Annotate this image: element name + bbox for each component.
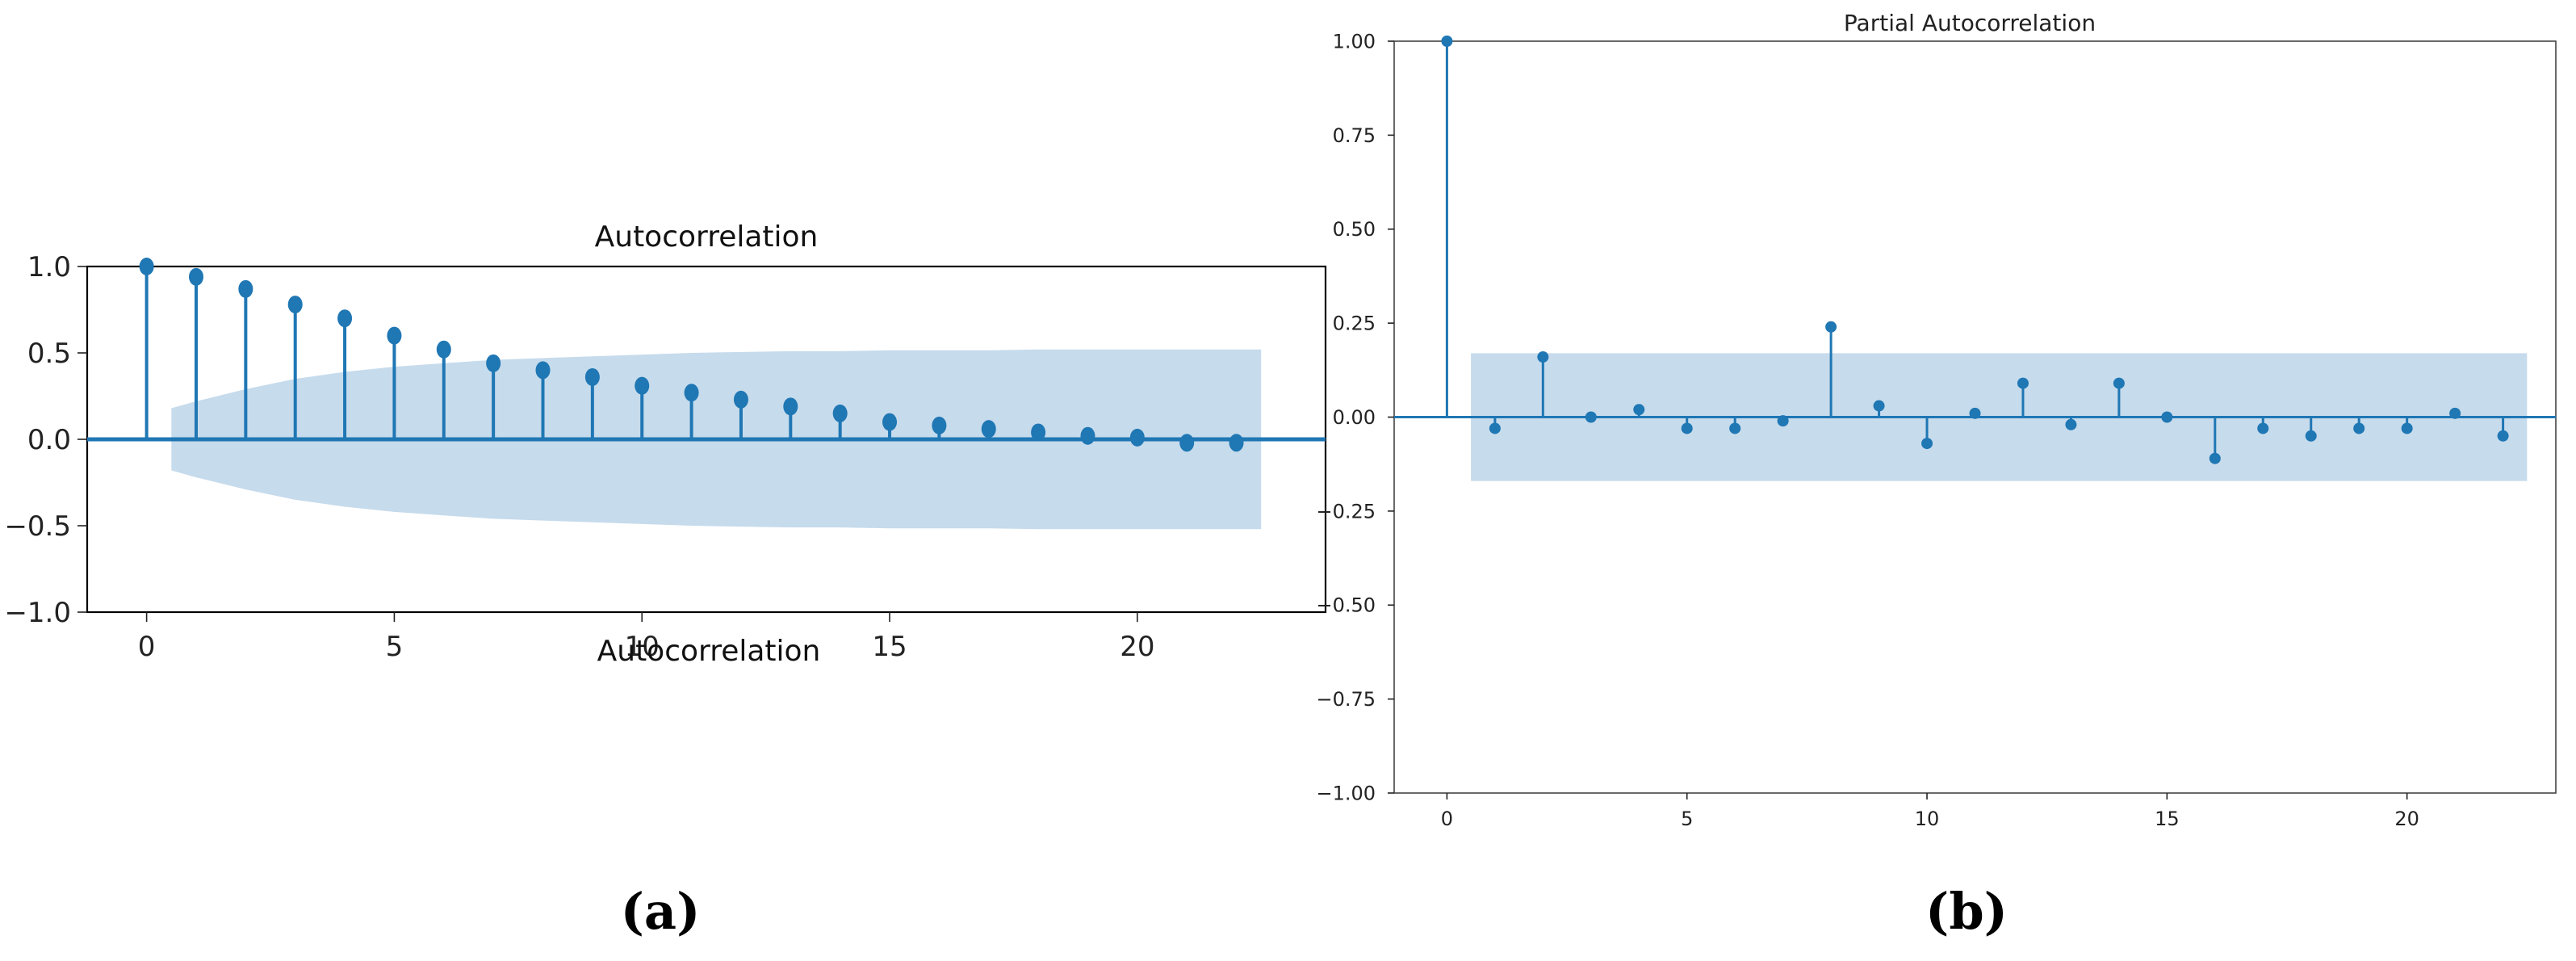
panel-label-a: (a): [621, 882, 701, 941]
stem-marker: [733, 390, 748, 409]
y-tick-label: 0.50: [1333, 218, 1376, 241]
x-tick-label: 5: [386, 631, 404, 663]
acf-overlapping-title: Autocorrelation: [597, 635, 821, 668]
stem-marker: [1129, 428, 1145, 447]
y-tick-label: 0.25: [1333, 313, 1376, 335]
x-tick-label: 5: [1681, 808, 1693, 830]
stem-marker: [1921, 438, 1933, 450]
stem-marker: [1873, 400, 1885, 412]
stem-marker: [2209, 452, 2221, 464]
stem-marker: [1031, 423, 1046, 442]
stem-marker: [2353, 422, 2365, 434]
pacf-title: Partial Autocorrelation: [1844, 10, 2096, 36]
acf-y-axis: −1.0 −0.5 0.0 0.5 1.0: [4, 251, 87, 629]
y-tick-label: −0.75: [1316, 688, 1376, 711]
x-tick-label: 10: [1915, 808, 1940, 830]
stem-marker: [1229, 434, 1244, 452]
stem-marker: [1777, 415, 1789, 427]
stem-marker: [1681, 422, 1693, 434]
pacf-markers: [1441, 36, 2509, 464]
stem-marker: [1969, 407, 1981, 419]
stem-marker: [684, 384, 699, 402]
stem-marker: [1537, 351, 1549, 363]
y-tick-label: −1.00: [1316, 782, 1376, 804]
stem-marker: [1825, 321, 1837, 333]
stem-marker: [238, 279, 253, 298]
x-tick-label: 20: [1120, 631, 1154, 663]
stem-marker: [436, 340, 451, 359]
stem-marker: [1441, 36, 1453, 47]
x-tick-label: 0: [138, 631, 156, 663]
acf-panel: −1.0 −0.5 0.0 0.5 1.0 0 5 10 15 20 Autocorrelati…: [4, 220, 1327, 941]
y-tick-label: 1.0: [27, 251, 71, 283]
stem-marker: [1633, 404, 1645, 416]
acf-markers: [139, 258, 1244, 452]
stem-marker: [932, 416, 947, 434]
pacf-x-axis: 0 5 10 15 20: [1441, 793, 2419, 830]
y-tick-label: 0.75: [1333, 124, 1376, 147]
stem-marker: [1585, 411, 1597, 423]
stem-marker: [832, 404, 848, 422]
stem-marker: [2401, 422, 2413, 434]
y-tick-label: −0.5: [4, 510, 71, 543]
pacf-panel: −1.00 −0.75 −0.50 −0.25 0.00 0.25 0.50 0.75 1.00…: [1316, 10, 2557, 941]
stem-marker: [535, 361, 551, 380]
y-tick-label: 0.0: [27, 424, 71, 456]
stem-marker: [584, 367, 600, 386]
y-tick-label: 0.00: [1333, 406, 1376, 429]
stem-marker: [1489, 422, 1501, 434]
x-tick-label: 20: [2394, 808, 2419, 830]
stem-marker: [635, 376, 650, 395]
x-tick-label: 0: [1441, 808, 1453, 830]
acf-title: Autocorrelation: [595, 220, 819, 254]
stem-marker: [783, 397, 798, 416]
stem-marker: [2305, 430, 2317, 442]
y-tick-label: −1.0: [4, 597, 71, 629]
stem-marker: [2497, 430, 2509, 442]
stem-marker: [387, 326, 402, 345]
y-tick-label: −0.50: [1316, 594, 1376, 617]
acf-x-axis: 0 5 10 15 20: [138, 612, 1154, 663]
stem-marker: [188, 267, 203, 286]
stem-marker: [337, 309, 353, 328]
panel-label-b: (b): [1925, 882, 2008, 941]
x-tick-label: 10: [625, 631, 660, 663]
stem-marker: [2065, 418, 2077, 430]
y-tick-label: 0.5: [27, 338, 71, 370]
x-tick-label: 15: [2155, 808, 2180, 830]
stem-marker: [287, 296, 303, 314]
stem-marker: [139, 258, 154, 275]
stem-marker: [2257, 422, 2269, 434]
stem-marker: [2161, 411, 2173, 423]
stem-marker: [2113, 377, 2125, 389]
stem-marker: [2017, 377, 2029, 389]
y-tick-label: −0.25: [1316, 500, 1376, 522]
stem-marker: [486, 354, 501, 372]
stem-marker: [1729, 422, 1741, 434]
x-tick-label: 15: [872, 631, 907, 663]
stem-marker: [1080, 426, 1095, 445]
stem-marker: [981, 420, 996, 439]
stem-marker: [882, 413, 898, 431]
stem-marker: [2449, 407, 2461, 419]
pacf-y-axis: −1.00 −0.75 −0.50 −0.25 0.00 0.25 0.50 0.75 1.00: [1316, 30, 1394, 804]
stem-marker: [1179, 434, 1195, 452]
y-tick-label: 1.00: [1333, 30, 1376, 52]
